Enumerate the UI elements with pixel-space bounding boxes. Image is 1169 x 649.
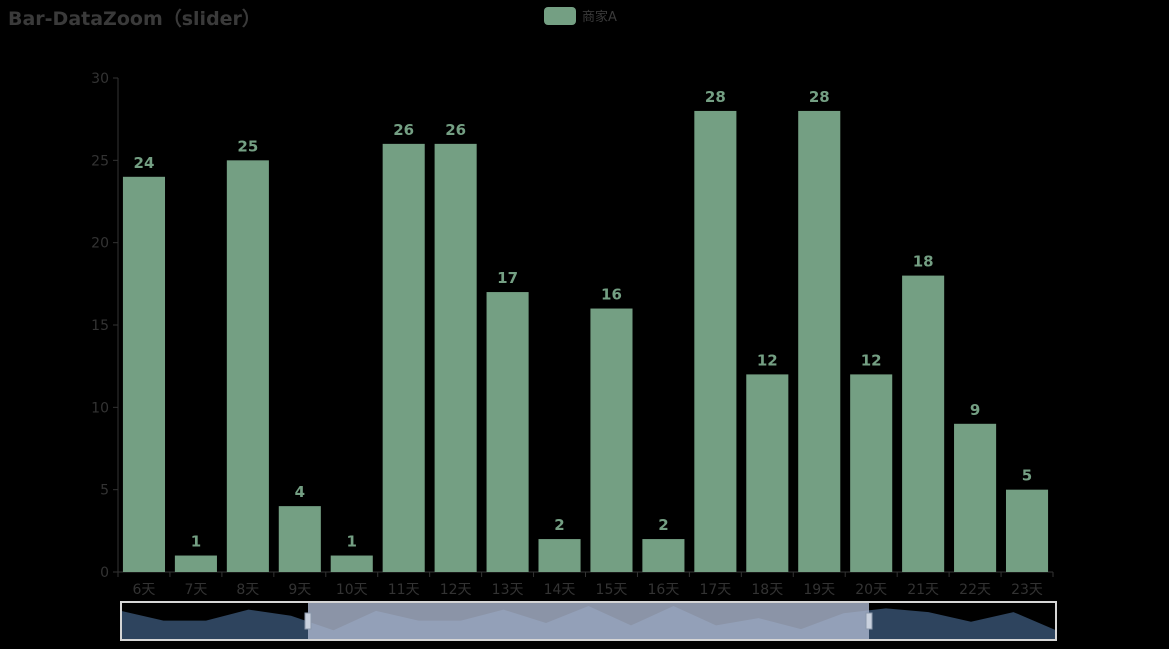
legend[interactable]: 商家A <box>544 6 617 25</box>
bar-value-label: 26 <box>393 121 414 139</box>
y-tick-label: 15 <box>91 318 109 334</box>
bar <box>382 143 425 572</box>
y-tick-label: 5 <box>100 483 109 499</box>
bar <box>226 160 269 573</box>
x-tick-label: 23天 <box>1011 582 1043 598</box>
y-tick-label: 10 <box>91 400 109 416</box>
bar-value-label: 18 <box>913 253 934 271</box>
bar-value-label: 2 <box>554 516 564 534</box>
x-tick-label: 17天 <box>699 582 731 598</box>
bar <box>434 143 477 572</box>
bar <box>122 176 166 573</box>
y-tick-label: 0 <box>100 565 109 581</box>
x-tick-label: 14天 <box>544 582 576 598</box>
bar-value-label: 16 <box>601 286 622 304</box>
x-tick-label: 6天 <box>133 582 156 598</box>
bar <box>954 423 997 572</box>
x-tick-label: 9天 <box>288 582 311 598</box>
bar <box>538 539 581 572</box>
bar-value-label: 12 <box>757 351 778 369</box>
bar <box>694 110 737 572</box>
datazoom-slider-border <box>120 601 1057 641</box>
bar <box>174 555 217 572</box>
x-tick-label: 16天 <box>648 582 680 598</box>
bar-value-label: 26 <box>445 121 466 139</box>
bar-value-label: 25 <box>237 137 258 155</box>
legend-swatch-series-a <box>544 6 576 25</box>
x-tick-label: 15天 <box>596 582 628 598</box>
bar <box>746 374 789 572</box>
bar <box>642 539 685 572</box>
x-tick-label: 19天 <box>803 582 835 598</box>
x-tick-label: 22天 <box>959 582 991 598</box>
datazoom-end-handle[interactable] <box>865 612 873 630</box>
chart-title: Bar-DataZoom（slider） <box>8 8 261 30</box>
bar <box>590 308 633 572</box>
legend-label-series-a: 商家A <box>582 10 617 25</box>
bar-value-label: 9 <box>970 401 980 419</box>
bar-value-label: 1 <box>191 533 201 551</box>
bar-value-label: 1 <box>347 533 357 551</box>
bar-value-label: 17 <box>497 269 518 287</box>
bar <box>1005 489 1049 572</box>
x-tick-label: 8天 <box>236 582 259 598</box>
y-tick-label: 25 <box>91 153 109 169</box>
bar-value-label: 28 <box>705 88 726 106</box>
bar <box>850 374 893 572</box>
bar <box>330 555 373 572</box>
x-tick-label: 10天 <box>336 582 368 598</box>
x-tick-label: 20天 <box>855 582 887 598</box>
bar-value-label: 5 <box>1022 467 1032 485</box>
bar <box>902 275 945 572</box>
bar-value-label: 24 <box>134 154 155 172</box>
y-tick-label: 30 <box>91 71 109 87</box>
x-tick-label: 21天 <box>907 582 939 598</box>
x-tick-label: 11天 <box>388 582 420 598</box>
bar-value-label: 4 <box>295 483 305 501</box>
bar <box>278 506 321 572</box>
x-tick-label: 12天 <box>440 582 472 598</box>
x-tick-label: 18天 <box>751 582 783 598</box>
bar <box>486 292 529 572</box>
bar <box>798 110 841 572</box>
datazoom-start-handle[interactable] <box>304 612 312 630</box>
x-tick-label: 13天 <box>492 582 524 598</box>
bar-value-label: 12 <box>861 351 882 369</box>
datazoom-window[interactable] <box>308 602 869 640</box>
y-tick-label: 20 <box>91 236 109 252</box>
bar-value-label: 28 <box>809 88 830 106</box>
bar-value-label: 2 <box>658 516 668 534</box>
x-tick-label: 7天 <box>184 582 207 598</box>
